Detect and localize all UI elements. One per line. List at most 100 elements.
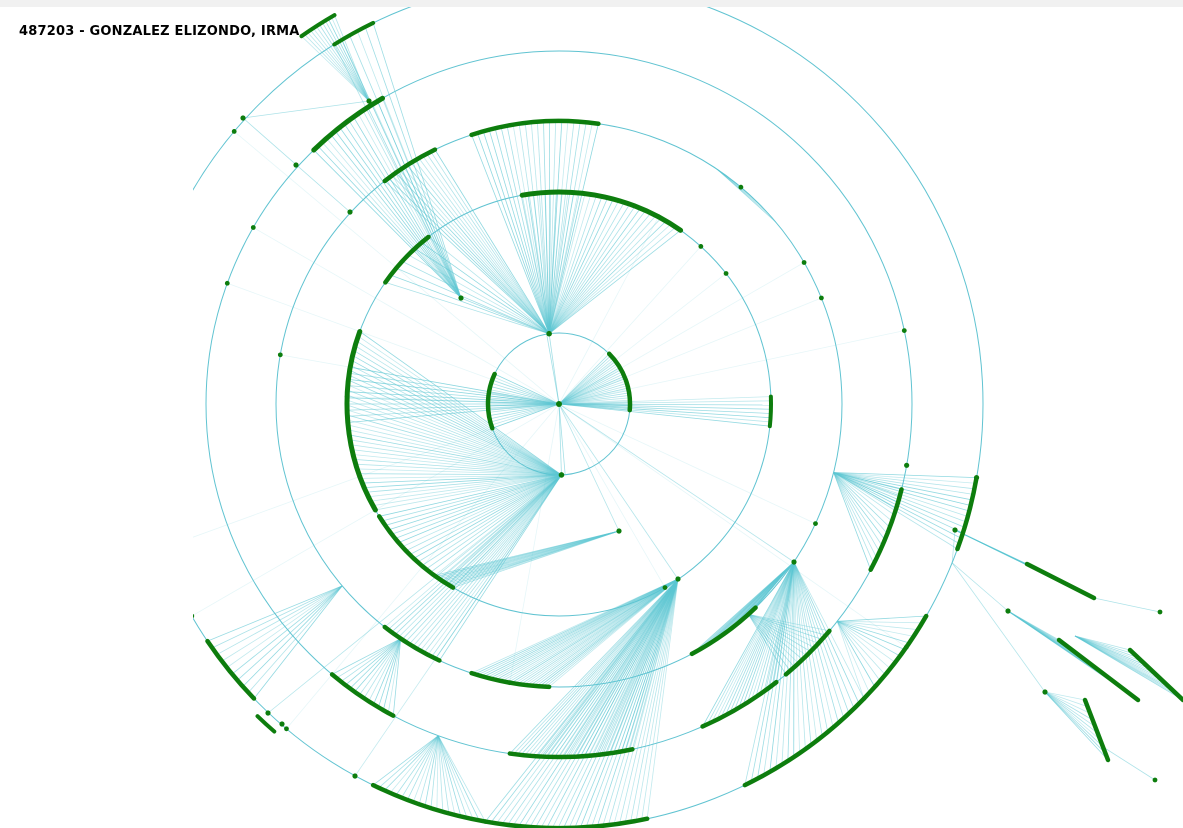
network-node[interactable] bbox=[224, 280, 230, 286]
network-link bbox=[632, 578, 679, 750]
network-link bbox=[396, 267, 550, 335]
network-link bbox=[546, 578, 679, 758]
network-node[interactable] bbox=[818, 295, 824, 301]
network-link bbox=[207, 585, 343, 642]
network-node[interactable] bbox=[952, 527, 958, 533]
node-arc-cluster bbox=[483, 816, 650, 828]
network-link bbox=[405, 474, 562, 643]
network-node[interactable] bbox=[352, 773, 358, 779]
network-link bbox=[793, 561, 829, 733]
network-link bbox=[723, 561, 795, 635]
network-node[interactable] bbox=[1157, 609, 1163, 615]
network-node[interactable] bbox=[558, 472, 565, 478]
network-node[interactable] bbox=[556, 401, 562, 407]
network-link bbox=[354, 638, 402, 693]
radial-network-svg[interactable] bbox=[193, 7, 1183, 828]
network-link bbox=[558, 353, 610, 405]
network-link bbox=[349, 434, 562, 476]
network-link bbox=[384, 735, 439, 791]
network-link bbox=[558, 375, 625, 405]
network-node[interactable] bbox=[813, 521, 818, 527]
network-link bbox=[535, 578, 679, 828]
network-node[interactable] bbox=[801, 260, 807, 265]
network-link bbox=[775, 561, 795, 769]
network-nodes[interactable] bbox=[193, 98, 1163, 783]
network-node[interactable] bbox=[656, 214, 661, 220]
network-link bbox=[471, 134, 550, 334]
network-link bbox=[513, 578, 679, 755]
network-link bbox=[384, 474, 562, 628]
network-link bbox=[757, 561, 795, 779]
network-link bbox=[428, 236, 550, 335]
network-link bbox=[608, 578, 679, 826]
network-node[interactable] bbox=[904, 462, 910, 468]
network-link bbox=[418, 735, 439, 805]
network-link bbox=[437, 735, 480, 821]
network-link bbox=[347, 403, 560, 411]
network-link bbox=[524, 122, 550, 334]
network-node[interactable] bbox=[344, 394, 350, 400]
network-link bbox=[347, 396, 560, 405]
network-link bbox=[558, 403, 620, 532]
network-link bbox=[558, 403, 562, 475]
network-link bbox=[546, 334, 560, 405]
network-visualization[interactable] bbox=[193, 7, 1183, 828]
network-link bbox=[389, 735, 439, 794]
network-link bbox=[334, 130, 462, 299]
network-link bbox=[227, 282, 560, 405]
network-link bbox=[548, 578, 679, 688]
network-link bbox=[833, 472, 895, 516]
network-link bbox=[347, 391, 560, 405]
network-link bbox=[358, 473, 562, 476]
network-link bbox=[748, 614, 787, 675]
network-link bbox=[324, 20, 370, 102]
network-node[interactable] bbox=[973, 475, 980, 481]
network-link bbox=[430, 151, 550, 334]
network-node[interactable] bbox=[193, 613, 195, 619]
network-link bbox=[558, 400, 771, 405]
network-link bbox=[402, 474, 562, 548]
network-node[interactable] bbox=[250, 225, 256, 230]
network-link bbox=[1044, 691, 1086, 701]
network-link bbox=[349, 439, 562, 476]
network-node[interactable] bbox=[366, 98, 372, 104]
network-node[interactable] bbox=[546, 330, 552, 337]
network-node[interactable] bbox=[1042, 689, 1048, 695]
network-link bbox=[558, 394, 630, 405]
network-node[interactable] bbox=[616, 528, 622, 534]
network-link bbox=[548, 122, 587, 334]
network-link bbox=[516, 578, 679, 755]
network-link bbox=[715, 561, 795, 721]
network-node[interactable] bbox=[284, 726, 289, 732]
network-node[interactable] bbox=[738, 184, 744, 190]
network-node[interactable] bbox=[1005, 608, 1011, 614]
network-node[interactable] bbox=[293, 162, 299, 168]
network-link bbox=[500, 126, 550, 334]
network-node[interactable] bbox=[277, 352, 283, 358]
node-arc-cluster bbox=[689, 605, 758, 657]
network-link bbox=[405, 474, 562, 552]
network-node[interactable] bbox=[901, 328, 907, 334]
network-link bbox=[548, 122, 593, 334]
network-node[interactable] bbox=[240, 115, 246, 121]
network-link bbox=[358, 638, 402, 696]
network-node[interactable] bbox=[231, 129, 237, 134]
network-link bbox=[494, 373, 560, 405]
network-node[interactable] bbox=[1152, 777, 1158, 783]
network-node[interactable] bbox=[903, 644, 909, 650]
network-node[interactable] bbox=[675, 576, 681, 582]
network-link bbox=[711, 561, 795, 723]
network-node[interactable] bbox=[279, 721, 285, 727]
network-node[interactable] bbox=[458, 295, 464, 301]
network-link bbox=[413, 474, 562, 559]
network-node[interactable] bbox=[347, 209, 353, 215]
network-node[interactable] bbox=[698, 244, 704, 249]
network-node[interactable] bbox=[723, 271, 729, 276]
node-arc-cluster bbox=[868, 487, 904, 572]
network-node[interactable] bbox=[265, 710, 271, 716]
network-node[interactable] bbox=[662, 585, 668, 590]
network-link bbox=[348, 378, 560, 405]
network-node[interactable] bbox=[791, 559, 797, 565]
network-node[interactable] bbox=[507, 680, 513, 686]
network-link bbox=[585, 578, 679, 828]
